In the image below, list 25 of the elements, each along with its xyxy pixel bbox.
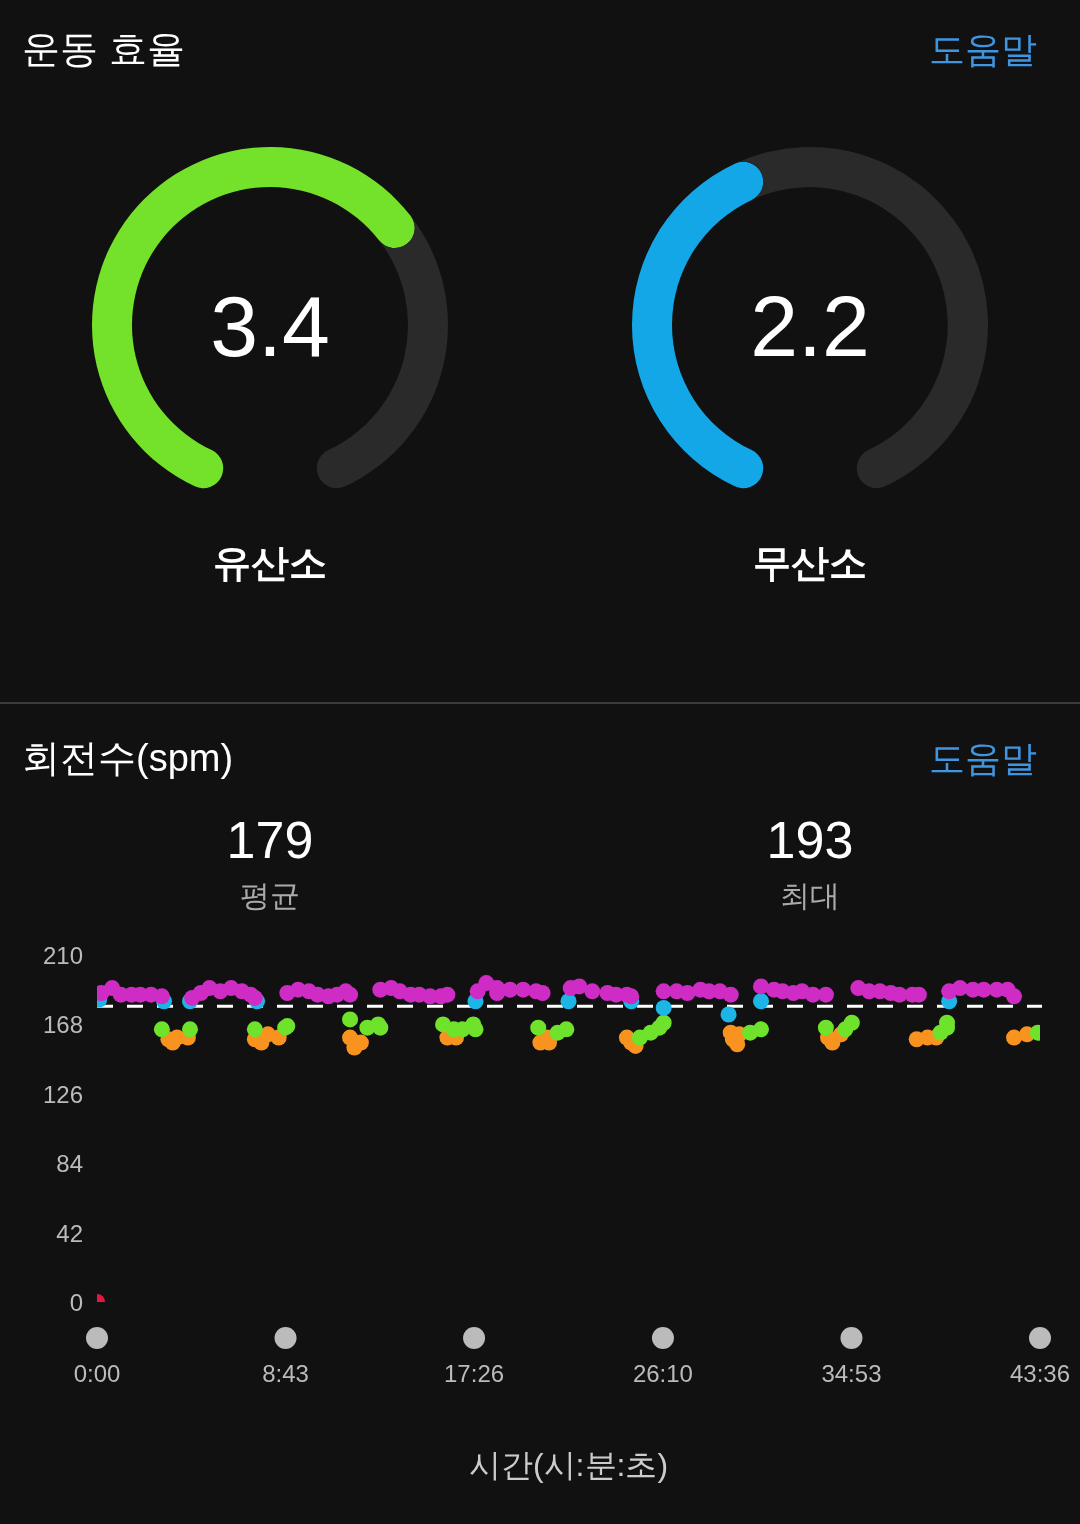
text: 3.4: [210, 278, 330, 374]
x-tick-label: 0:00: [73, 1360, 121, 1387]
text: 무산소: [753, 542, 867, 584]
x-tick-label: 43:36: [1009, 1360, 1071, 1387]
x-tick-label: 34:53: [821, 1360, 882, 1387]
text: 최대: [780, 879, 840, 912]
text: 운동 효율: [22, 28, 185, 70]
text: 도움말: [929, 29, 1037, 70]
chart-title: 회전수(spm): [22, 737, 234, 779]
text: 2.2: [750, 278, 870, 374]
y-tick-label: 168: [42, 1011, 83, 1039]
y-tick-label: 0: [69, 1289, 83, 1316]
y-tick-label: 126: [42, 1080, 83, 1108]
x-axis-title: 시간(시:분:초): [468, 1447, 669, 1483]
y-tick-label: 84: [56, 1150, 83, 1178]
text: 유산소: [213, 542, 327, 584]
text: 평균: [240, 879, 300, 912]
x-tick-label: 17:26: [444, 1360, 505, 1387]
text: 도움말: [929, 738, 1037, 779]
text: 193: [766, 811, 854, 869]
x-tick-label: 26:10: [632, 1360, 693, 1387]
y-tick-label: 210: [42, 942, 83, 969]
x-tick-label: 8:43: [262, 1360, 309, 1387]
y-tick-label: 42: [56, 1219, 83, 1247]
text: 179: [226, 811, 314, 869]
